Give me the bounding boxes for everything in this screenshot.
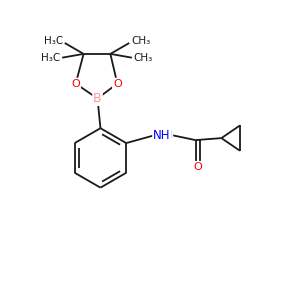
Text: NH: NH xyxy=(153,129,171,142)
Text: H: H xyxy=(164,130,172,140)
Text: CH₃: CH₃ xyxy=(131,36,151,46)
Text: O: O xyxy=(193,162,202,172)
Text: H₃C: H₃C xyxy=(41,53,60,63)
Text: H₃C: H₃C xyxy=(44,36,63,46)
Text: B: B xyxy=(93,92,102,105)
Text: O: O xyxy=(71,79,80,88)
Text: O: O xyxy=(113,79,122,88)
Text: CH₃: CH₃ xyxy=(134,53,153,63)
